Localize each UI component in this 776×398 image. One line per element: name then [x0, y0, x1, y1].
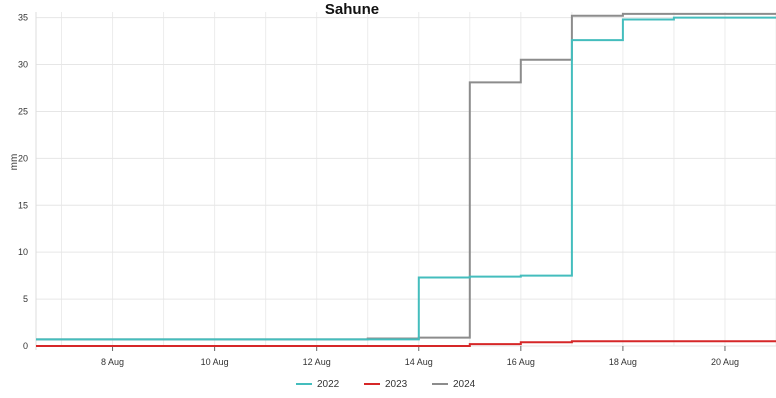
y-tick-label: 25	[18, 106, 28, 116]
y-tick-label: 0	[23, 341, 28, 351]
y-tick-label: 30	[18, 60, 28, 70]
x-tick-label: 14 Aug	[405, 357, 433, 367]
legend-label-2022[interactable]: 2022	[317, 379, 340, 390]
y-tick-label: 20	[18, 153, 28, 163]
y-tick-label: 5	[23, 294, 28, 304]
grid	[35, 12, 776, 350]
legend[interactable]: 2022 2023 2024	[296, 379, 476, 390]
series-line-2023	[36, 340, 776, 347]
x-tick-label: 18 Aug	[609, 357, 637, 367]
x-tick-label: 10 Aug	[201, 357, 229, 367]
y-axis: 0 5 10 15 20 25 30 35	[18, 13, 28, 351]
series-line-2022	[36, 16, 776, 341]
x-axis: 8 Aug 10 Aug 12 Aug 14 Aug 16 Aug 18 Aug 20 Au…	[101, 346, 739, 367]
series-line-2024	[36, 12, 776, 341]
x-tick-label: 12 Aug	[303, 357, 331, 367]
chart-title: Sahune	[325, 1, 379, 18]
x-tick-label: 16 Aug	[507, 357, 535, 367]
y-tick-label: 10	[18, 247, 28, 257]
y-axis-label: mm	[9, 154, 20, 171]
y-tick-label: 15	[18, 200, 28, 210]
series-lines	[36, 12, 776, 347]
y-tick-label: 35	[18, 13, 28, 23]
x-tick-label: 20 Aug	[711, 357, 739, 367]
legend-label-2024[interactable]: 2024	[453, 379, 476, 390]
legend-label-2023[interactable]: 2023	[385, 379, 408, 390]
x-tick-label: 8 Aug	[101, 357, 124, 367]
